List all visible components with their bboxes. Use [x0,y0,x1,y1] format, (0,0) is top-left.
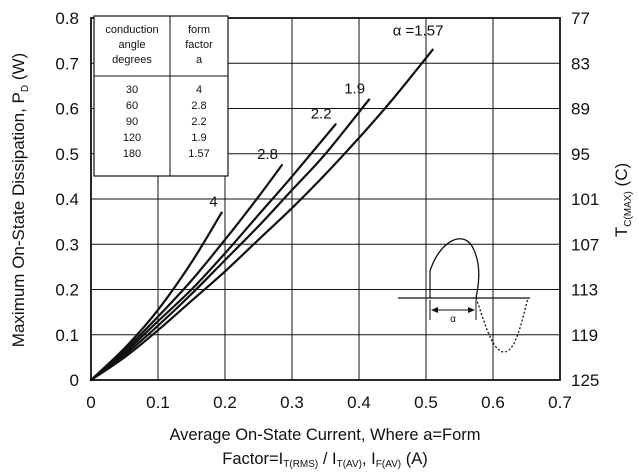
y2-tick-label: 101 [571,190,599,209]
curves [89,48,434,382]
angle-arrow-right [468,307,475,313]
form-factor-table: conduction angle degrees form factor a 3… [93,15,229,177]
y-axis-label: Maximum On-State Dissipation, PD (W) [9,53,31,347]
table-cell-angle: 180 [123,148,141,160]
x-tick-label: 0.3 [280,393,304,412]
y-tick-label: 0.5 [55,145,79,164]
y-tick-labels: 0 0.1 0.2 0.3 0.4 0.5 0.6 0.7 0.8 [55,9,79,390]
y-tick-label: 0.2 [55,281,79,300]
curve-form-factor-2.8 [89,164,283,382]
curve-label-1.9: 1.9 [344,80,365,97]
table-header-col2-line1: form [188,24,210,36]
waveform-positive-half [429,238,480,299]
table-header-col2-line2: factor [185,39,213,51]
table-cell-angle: 30 [126,84,138,96]
table-header-col1-line2: angle [119,39,146,51]
table-cell-angle: 90 [126,116,138,128]
table-rows: 30 4 60 2.8 90 2.2 120 1.9 180 1.57 [123,84,210,160]
y2-axis-label: TC(MAX) (C) [612,163,634,237]
y2-tick-labels: 125 119 113 107 101 95 89 83 77 [571,9,599,390]
waveform-inset: α [398,238,530,353]
y2-tick-label: 83 [571,54,590,73]
table-cell-form-factor: 4 [196,84,202,96]
y-tick-label: 0.8 [55,9,79,28]
curve-label-2.2: 2.2 [311,105,332,122]
angle-symbol: α [450,314,456,325]
curve-form-factor-2.2 [89,123,337,382]
x-tick-label: 0.5 [414,393,438,412]
table-header-col1-line3: degrees [112,54,152,66]
x-tick-label: 0.7 [548,393,572,412]
curve-form-factor-1.9 [89,98,371,382]
curve-label-2.8: 2.8 [257,146,278,163]
table-cell-form-factor: 2.2 [191,116,206,128]
x-tick-labels: 0 0.1 0.2 0.3 0.4 0.5 0.6 0.7 [86,393,572,412]
angle-arrow-left [431,307,438,313]
curve-labels: 4 2.8 2.2 1.9 α =1.57 [209,23,443,211]
table-cell-form-factor: 1.57 [188,148,209,160]
x-axis-label-line2: Factor=IT(RMS) / IT(AV), IF(AV) (A) [222,450,427,470]
y-tick-label: 0.1 [55,326,79,345]
table-cell-form-factor: 2.8 [191,100,206,112]
x-axis-label-line1: Average On-State Current, Where a=Form [169,426,480,444]
y2-tick-label: 119 [571,326,598,345]
x-tick-label: 0.4 [347,393,371,412]
curve-label-1.57: α =1.57 [393,23,444,40]
y2-tick-label: 89 [571,100,590,119]
y2-tick-label: 77 [571,9,590,28]
y-tick-label: 0.6 [55,100,79,119]
table-header-col1-line1: conduction [105,24,158,36]
y2-tick-label: 125 [571,371,599,390]
table-cell-angle: 120 [123,132,141,144]
waveform-negative-half [475,297,529,353]
y-tick-label: 0.4 [55,190,79,209]
table-header-col2-line3: a [196,54,203,66]
x-tick-label: 0.1 [146,393,170,412]
table-cell-form-factor: 1.9 [191,132,206,144]
y-tick-label: 0.3 [55,235,79,254]
x-tick-label: 0.2 [213,393,237,412]
y2-tick-label: 113 [571,281,598,300]
x-tick-label: 0 [86,393,95,412]
curve-label-4: 4 [209,194,217,211]
curve-form-factor-4 [89,211,223,382]
table-cell-angle: 60 [126,100,138,112]
y-tick-label: 0 [70,371,79,390]
x-tick-label: 0.6 [481,393,505,412]
curve-form-factor-1.57 [89,48,434,382]
y2-tick-label: 107 [571,235,599,254]
y-tick-label: 0.7 [55,54,79,73]
y2-tick-label: 95 [571,145,590,164]
table-border [93,15,229,177]
